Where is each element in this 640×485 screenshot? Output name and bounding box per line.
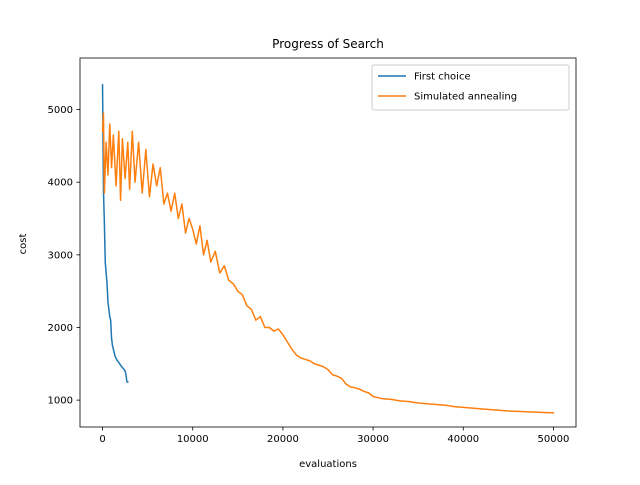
x-tick-label: 30000 <box>357 434 389 445</box>
plot-frame <box>79 57 577 428</box>
legend: First choice Simulated annealing <box>371 64 570 111</box>
y-tick-label: 4000 <box>48 178 73 189</box>
series-line-simulated-annealing <box>101 112 555 414</box>
series-layer <box>101 84 555 414</box>
x-tick-label: 20000 <box>267 434 299 445</box>
y-tick-label: 3000 <box>48 250 73 261</box>
y-tick-label: 1000 <box>48 396 73 407</box>
chart-title: Progress of Search <box>272 37 384 51</box>
series-line-first-choice <box>101 84 129 383</box>
y-axis-label: cost <box>18 234 29 255</box>
x-tick-label: 10000 <box>177 434 209 445</box>
legend-label-first-choice: First choice <box>414 72 471 83</box>
x-tick-label: 0 <box>99 434 105 445</box>
legend-label-simulated-annealing: Simulated annealing <box>414 92 517 103</box>
x-tick-label: 40000 <box>447 434 479 445</box>
x-axis-label: evaluations <box>299 459 357 470</box>
y-tick-label: 5000 <box>48 105 73 116</box>
axes-layer: 0 10000 20000 30000 40000 50000 1000 2000 3000 40… <box>48 57 577 445</box>
x-tick-label: 50000 <box>538 434 570 445</box>
y-tick-label: 2000 <box>48 323 73 334</box>
legend-box <box>371 64 570 111</box>
